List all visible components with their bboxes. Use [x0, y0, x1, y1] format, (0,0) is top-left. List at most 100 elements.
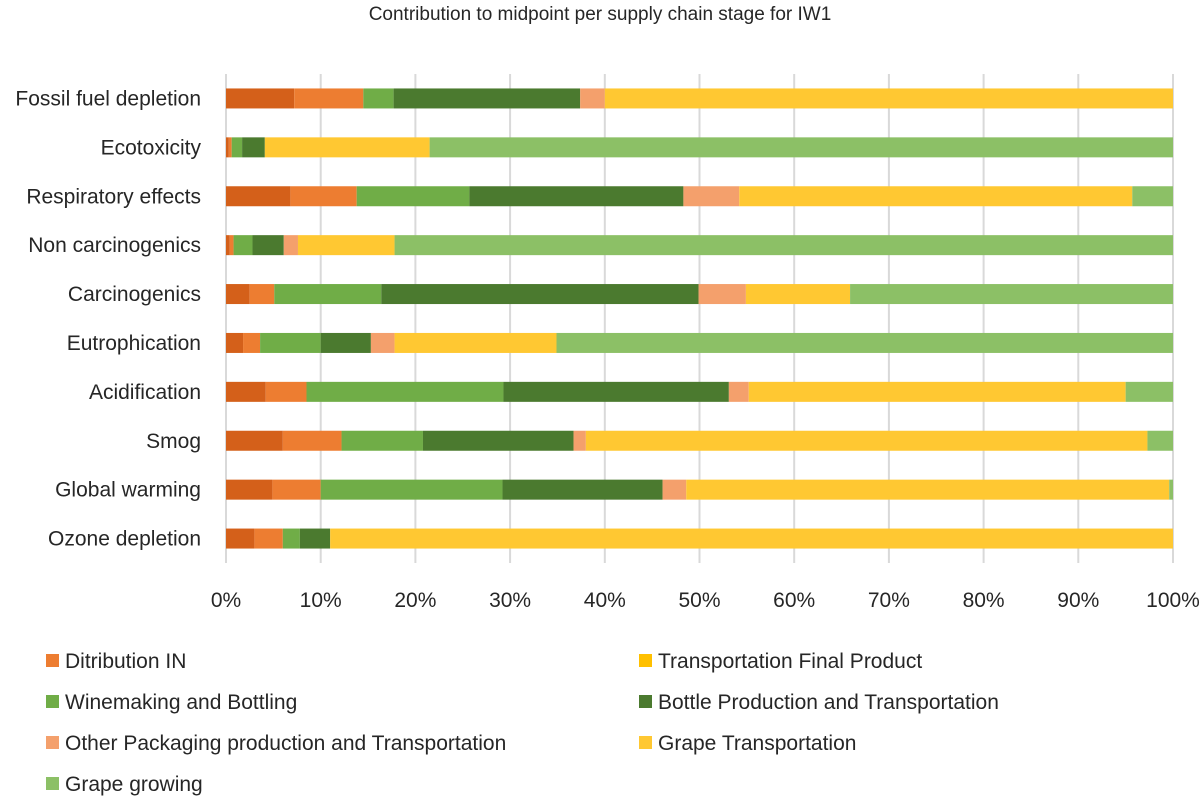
- x-tick-label: 100%: [1146, 589, 1200, 612]
- bar-segment: [226, 88, 295, 109]
- bar-segment: [233, 235, 253, 256]
- bar-segment: [260, 332, 321, 353]
- bar-segment: [226, 137, 229, 158]
- legend-swatch: [46, 736, 59, 749]
- bar-stack: [226, 381, 1173, 402]
- x-tick-label: 60%: [773, 589, 815, 612]
- bar-segment: [283, 235, 298, 256]
- bar-segment: [429, 137, 1174, 158]
- chart-title: Contribution to midpoint per supply chai…: [369, 4, 832, 25]
- bar-segment: [282, 528, 300, 549]
- legend-swatch: [46, 654, 59, 667]
- x-tick-label: 40%: [584, 589, 626, 612]
- bar-stack: [226, 186, 1173, 207]
- bar-segment: [394, 235, 1173, 256]
- bar-segment: [502, 479, 663, 500]
- bar-segment: [1147, 430, 1173, 451]
- legend-label: Ditribution IN: [65, 650, 186, 673]
- bar-segment: [469, 186, 684, 207]
- x-tick-label: 70%: [868, 589, 910, 612]
- bar-stack: [226, 235, 1173, 256]
- bar-segment: [226, 381, 266, 402]
- bar-segment: [381, 284, 699, 305]
- bar-segment: [252, 235, 284, 256]
- legend: Ditribution IN Transportation Final Produ…: [46, 650, 999, 796]
- bar-segment: [1132, 186, 1173, 207]
- bar-segment: [299, 528, 331, 549]
- bar-segment: [242, 137, 265, 158]
- bar-segment: [226, 430, 283, 451]
- bar-segment: [585, 430, 1148, 451]
- bar-segment: [698, 284, 746, 305]
- bar-segment: [254, 528, 283, 549]
- bar-segment: [683, 186, 740, 207]
- bar-segment: [226, 235, 230, 256]
- bar-segment: [272, 479, 321, 500]
- legend-entry: Winemaking and Bottling: [46, 691, 297, 714]
- bar-segment: [745, 284, 851, 305]
- bar-stack: [226, 88, 1173, 109]
- x-tick-label: 90%: [1057, 589, 1099, 612]
- legend-swatch: [46, 777, 59, 790]
- bar-segment: [226, 479, 273, 500]
- legend-swatch: [639, 736, 652, 749]
- bar-segment: [290, 186, 357, 207]
- bar-segment: [228, 137, 232, 158]
- x-tick-label: 0%: [211, 589, 241, 612]
- bar-segment: [604, 88, 1173, 109]
- bar-segment: [229, 235, 234, 256]
- bar-segment: [265, 381, 307, 402]
- bar-segment: [686, 479, 1170, 500]
- legend-entry: Other Packaging production and Transport…: [46, 732, 506, 755]
- legend-entry: Bottle Production and Transportation: [639, 691, 999, 714]
- bar-segment: [226, 332, 244, 353]
- legend-entry: Transportation Final Product: [639, 650, 922, 673]
- bar-segment: [503, 381, 729, 402]
- bar-segment: [282, 430, 342, 451]
- legend-label: Grape growing: [65, 773, 203, 796]
- bar-segment: [850, 284, 1173, 305]
- bar-segment: [728, 381, 749, 402]
- legend-label: Winemaking and Bottling: [65, 691, 297, 714]
- bar-segment: [573, 430, 586, 451]
- bar-segment: [739, 186, 1133, 207]
- bar-segment: [394, 332, 557, 353]
- category-labels: Fossil fuel depletion Ecotoxicity Respirat…: [15, 87, 201, 550]
- bar-segment: [226, 186, 291, 207]
- bar-segment: [370, 332, 395, 353]
- category-label: Ozone depletion: [48, 528, 201, 551]
- bar-segment: [320, 332, 371, 353]
- legend-swatch: [639, 695, 652, 708]
- legend-entry: Grape growing: [46, 773, 203, 796]
- x-tick-label: 10%: [300, 589, 342, 612]
- bar-segment: [294, 88, 364, 109]
- category-label: Global warming: [55, 479, 201, 502]
- bar-segment: [556, 332, 1173, 353]
- x-tick-labels: 0% 10% 20% 30% 40% 50% 60% 70% 80% 90% 100%: [211, 589, 1200, 612]
- bar-stack: [226, 284, 1173, 305]
- legend-label: Other Packaging production and Transport…: [65, 732, 506, 755]
- bar-segment: [580, 88, 605, 109]
- category-label: Ecotoxicity: [101, 136, 202, 159]
- bar-segment: [243, 332, 261, 353]
- category-label: Acidification: [89, 381, 201, 404]
- bar-stack: [226, 332, 1173, 353]
- bar-segment: [274, 284, 382, 305]
- category-label: Eutrophication: [67, 332, 201, 355]
- bar-segment: [297, 235, 395, 256]
- bar-segment: [306, 381, 504, 402]
- bar-segment: [330, 528, 1173, 549]
- bar-segment: [393, 88, 581, 109]
- bar-stacks: [226, 88, 1174, 549]
- x-tick-label: 20%: [394, 589, 436, 612]
- x-tick-label: 50%: [678, 589, 720, 612]
- category-label: Non carcinogenics: [28, 234, 201, 257]
- bar-segment: [748, 381, 1126, 402]
- bar-segment: [231, 137, 243, 158]
- legend-entry: Ditribution IN: [46, 650, 186, 673]
- x-tick-label: 80%: [963, 589, 1005, 612]
- bar-segment: [1169, 479, 1173, 500]
- legend-swatch: [46, 695, 59, 708]
- legend-label: Grape Transportation: [658, 732, 856, 755]
